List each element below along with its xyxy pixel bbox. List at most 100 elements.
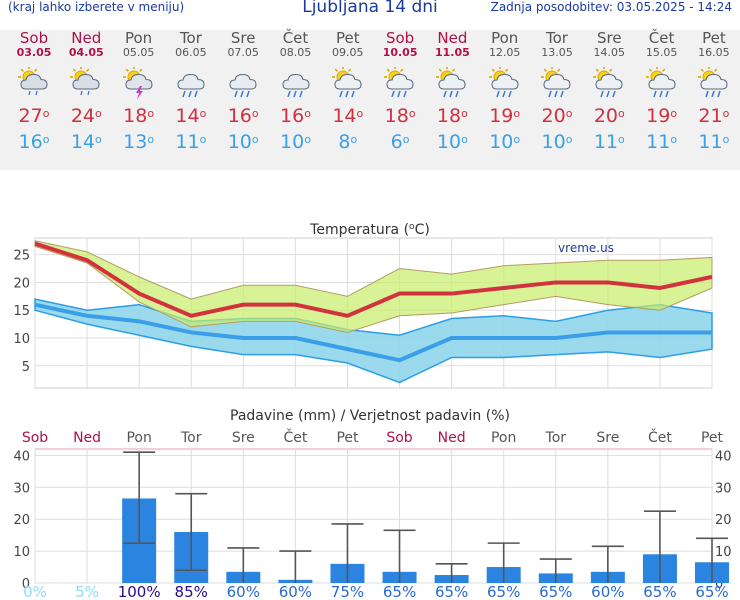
temp-min: 14o — [70, 131, 102, 153]
precip-x-tick-label: Čet — [283, 428, 307, 446]
partly-cloudy-rain-icon — [60, 67, 113, 99]
day-column: Pet 09.05 14o 8o — [321, 30, 374, 153]
precip-probability-label: 60% — [279, 583, 312, 600]
precip-probability-label: 0% — [23, 583, 47, 600]
precip-probability-label: 60% — [227, 583, 260, 600]
precip-x-tick-label: Sob — [386, 430, 412, 446]
day-name: Čet — [282, 29, 309, 47]
temp-y-tick-label: 20 — [13, 276, 30, 291]
day-column: Čet 15.05 19o 11o — [635, 30, 688, 153]
temp-max: 19o — [646, 105, 678, 127]
precip-y-tick-label-left: 40 — [13, 449, 30, 464]
temp-max: 19o — [489, 105, 521, 127]
precip-x-tick-label: Sob — [22, 430, 48, 446]
partly-cloudy-rain-icon — [8, 67, 61, 99]
day-date: 10.05 — [382, 46, 418, 59]
precip-probability-label: 85% — [175, 583, 208, 600]
precip-x-tick-label: Pet — [701, 430, 724, 446]
cloud-rain-icon — [217, 67, 270, 99]
day-date: 05.05 — [122, 46, 155, 59]
temp-max: 20o — [541, 105, 573, 127]
precip-y-tick-label-right: 0 — [715, 577, 723, 592]
precip-y-tick-label-left: 30 — [13, 481, 30, 496]
daily-forecast-strip: Sob 03.05 27o 16o Ned 04.05 24o 14o Pon 05.05 18o 1… — [0, 30, 740, 170]
precip-probability-label: 65% — [695, 583, 728, 600]
day-column: Tor 06.05 14o 11o — [164, 29, 217, 154]
precip-y-tick-label-left: 10 — [13, 545, 30, 560]
precip-x-tick-label: Ned — [73, 430, 101, 446]
sun-cloud-rain-icon — [635, 67, 688, 99]
cloud-rain-icon — [269, 67, 322, 99]
temp-min: 10o — [280, 131, 311, 153]
precip-x-tick-label: Sre — [596, 430, 619, 446]
day-column: Ned 11.05 18o 10o — [426, 29, 479, 154]
day-column: Tor 13.05 20o 10o — [531, 30, 584, 153]
precip-x-tick-label: Pon — [491, 430, 516, 446]
sun-cloud-rain-icon — [478, 67, 531, 99]
temp-min: 11o — [175, 131, 207, 153]
day-column: Sre 07.05 16o 10o — [217, 30, 270, 154]
temp-y-tick-label: 5 — [22, 360, 30, 375]
temp-min: 8o — [338, 131, 358, 153]
temp-min: 6o — [390, 131, 410, 153]
day-name: Pet — [335, 29, 360, 47]
precip-x-tick-label: Pon — [126, 430, 151, 446]
day-column: Sre 14.05 20o 11o — [583, 30, 636, 153]
temp-y-tick-label: 15 — [13, 304, 30, 319]
temp-min: 10o — [541, 131, 573, 153]
precip-x-tick-label: Čet — [648, 428, 672, 446]
temp-min: 13o — [123, 131, 155, 153]
watermark: vreme.us — [558, 241, 614, 255]
temp-max: 20o — [593, 105, 625, 127]
precip-x-tick-label: Tor — [545, 430, 567, 446]
temp-max: 27o — [18, 105, 50, 127]
day-name: Sob — [19, 29, 49, 47]
sun-cloud-rain-icon — [687, 67, 740, 99]
precip-x-tick-label: Sre — [232, 430, 255, 446]
precip-probability-label: 75% — [331, 583, 364, 600]
day-date: 14.05 — [593, 46, 626, 59]
precip-y-tick-label-right: 10 — [715, 545, 732, 560]
sun-cloud-rain-icon — [374, 67, 427, 99]
sun-cloud-rain-icon — [531, 67, 584, 99]
day-name: Čet — [648, 29, 675, 47]
temp-min: 10o — [489, 131, 521, 153]
day-column: Sob 10.05 18o 6o — [374, 30, 427, 154]
temp-max: 16o — [227, 105, 259, 127]
temp-max: 21o — [698, 105, 730, 127]
day-date: 11.05 — [434, 46, 470, 59]
precip-chart-title: Padavine (mm) / Verjetnost padavin (%) — [230, 408, 510, 424]
day-date: 06.05 — [175, 46, 207, 59]
temp-min: 11o — [646, 131, 678, 153]
day-date: 04.05 — [68, 46, 104, 59]
temp-min: 10o — [227, 131, 259, 153]
temp-max: 24o — [70, 105, 102, 127]
day-date: 16.05 — [698, 46, 730, 59]
day-name: Sre — [597, 29, 622, 47]
day-column: Pon 12.05 19o 10o — [478, 30, 531, 153]
day-name: Pon — [491, 29, 519, 47]
day-column: Pon 05.05 18o 13o — [112, 30, 165, 153]
precip-y-tick-label-right: 20 — [715, 513, 732, 528]
precip-x-tick-label: Ned — [438, 430, 466, 446]
precip-probability-label: 5% — [75, 583, 99, 600]
precip-x-tick-label: Pet — [336, 430, 359, 446]
precip-y-tick-label-left: 20 — [13, 513, 30, 528]
day-name: Ned — [437, 29, 468, 47]
cloud-rain-icon — [164, 67, 217, 99]
temp-max: 18o — [123, 105, 155, 127]
precip-y-tick-label-right: 40 — [715, 449, 732, 464]
temp-min: 11o — [593, 131, 625, 153]
temp-y-tick-label: 25 — [13, 249, 30, 264]
location-hint: (kraj lahko izberete v meniju) — [8, 0, 185, 14]
temp-min: 10o — [436, 131, 468, 153]
temp-max: 18o — [384, 105, 416, 127]
day-name: Ned — [71, 29, 102, 47]
temp-y-tick-label: 10 — [13, 332, 30, 347]
temp-max: 16o — [280, 105, 311, 127]
day-column: Čet 08.05 16o 10o — [269, 29, 322, 154]
day-name: Tor — [179, 29, 202, 47]
last-update: Zadnja posodobitev: 03.05.2025 - 14:24 — [490, 0, 732, 14]
day-date: 07.05 — [227, 46, 259, 59]
